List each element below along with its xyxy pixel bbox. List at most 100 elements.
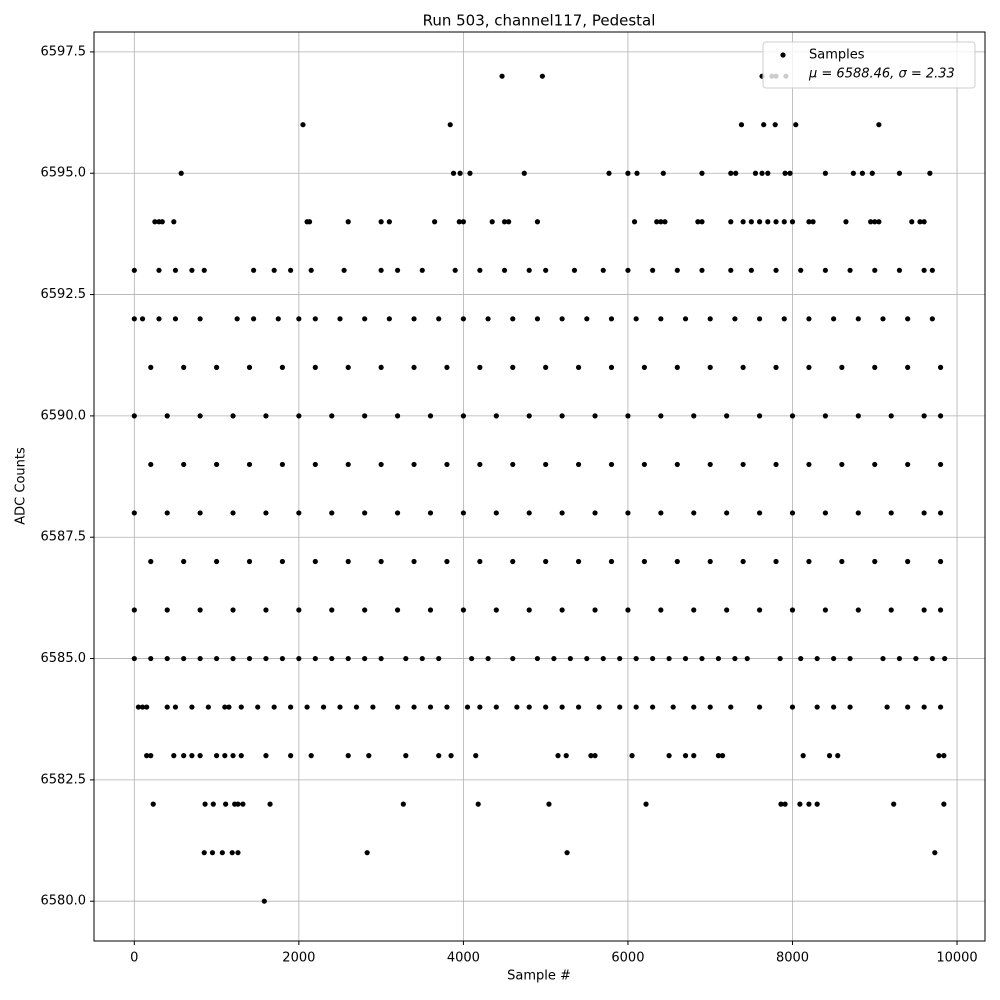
data-point — [559, 704, 565, 710]
data-point — [633, 316, 639, 322]
data-point — [880, 655, 886, 662]
data-point — [308, 267, 314, 273]
data-point — [831, 704, 837, 710]
data-point — [929, 267, 935, 273]
data-point — [600, 655, 606, 662]
data-point — [213, 461, 220, 468]
y-tick-label: 6587.5 — [41, 530, 87, 545]
data-point — [752, 170, 759, 176]
data-point — [831, 655, 837, 662]
data-point — [489, 219, 495, 225]
data-point — [896, 170, 903, 176]
data-point — [493, 607, 499, 613]
data-point — [888, 413, 894, 419]
x-tick-label: 6000 — [611, 951, 644, 966]
data-point — [251, 267, 257, 273]
data-point — [394, 607, 401, 613]
data-point — [235, 850, 241, 856]
data-point — [271, 267, 277, 273]
data-point — [707, 461, 713, 468]
data-point — [658, 413, 664, 419]
data-point — [444, 461, 450, 468]
data-point — [588, 753, 594, 759]
data-point — [279, 655, 286, 662]
data-point — [575, 704, 582, 710]
data-point — [608, 461, 615, 468]
data-point — [876, 122, 882, 128]
data-point — [403, 655, 409, 662]
data-point — [937, 607, 944, 613]
data-point — [506, 219, 512, 225]
data-point — [223, 801, 229, 807]
data-point — [666, 753, 672, 759]
data-point — [197, 510, 203, 516]
data-point — [378, 655, 384, 662]
data-point — [855, 607, 861, 613]
data-point — [608, 558, 615, 565]
data-point — [543, 704, 549, 710]
y-axis-label: ADC Counts — [14, 447, 29, 525]
data-point — [460, 316, 466, 322]
data-point — [246, 461, 253, 468]
data-point — [658, 510, 664, 516]
data-point — [189, 753, 195, 759]
data-point — [485, 655, 491, 662]
data-point — [909, 219, 915, 225]
data-point — [181, 753, 187, 759]
legend-note: μ = 6588.46, σ = 2.33 — [808, 67, 955, 82]
data-point — [263, 413, 269, 419]
data-point — [477, 704, 483, 710]
data-point — [460, 607, 466, 613]
data-point — [798, 267, 804, 273]
data-point — [891, 801, 897, 807]
y-tick-label: 6597.5 — [41, 44, 87, 59]
data-point — [534, 655, 541, 662]
data-point — [872, 461, 878, 468]
data-point — [682, 753, 689, 759]
data-point — [255, 704, 261, 710]
data-point — [843, 219, 849, 225]
data-point — [592, 607, 598, 613]
data-point — [606, 170, 612, 176]
data-point — [131, 267, 137, 273]
data-point — [546, 801, 552, 807]
data-point — [641, 461, 647, 468]
data-point — [625, 170, 631, 176]
data-point — [781, 219, 787, 225]
data-point — [855, 413, 861, 419]
data-point — [197, 316, 203, 322]
data-point — [197, 753, 203, 759]
data-point — [650, 704, 656, 710]
data-point — [814, 801, 820, 807]
data-point — [353, 704, 360, 710]
data-point — [436, 753, 442, 759]
data-point — [189, 704, 195, 710]
data-point — [905, 461, 911, 468]
data-point — [362, 316, 368, 322]
data-point — [296, 607, 302, 613]
data-point — [658, 607, 664, 613]
data-point — [144, 753, 150, 759]
data-point — [181, 655, 187, 662]
data-point — [526, 704, 532, 710]
data-point — [213, 753, 220, 759]
data-point — [230, 413, 236, 419]
y-tick-label: 6590.0 — [41, 408, 87, 423]
data-point — [810, 219, 816, 225]
data-point — [584, 655, 590, 662]
data-point — [501, 219, 508, 225]
data-point — [855, 510, 861, 516]
data-point — [378, 558, 384, 565]
data-point — [436, 655, 442, 662]
data-point — [312, 558, 318, 565]
data-point — [691, 704, 697, 710]
data-point — [543, 267, 549, 273]
data-point — [452, 267, 458, 273]
data-point — [534, 316, 541, 322]
data-point — [777, 655, 783, 662]
data-point — [728, 170, 734, 176]
data-point — [839, 461, 845, 468]
data-point — [806, 219, 812, 225]
data-point — [707, 704, 713, 710]
data-point — [238, 753, 244, 759]
